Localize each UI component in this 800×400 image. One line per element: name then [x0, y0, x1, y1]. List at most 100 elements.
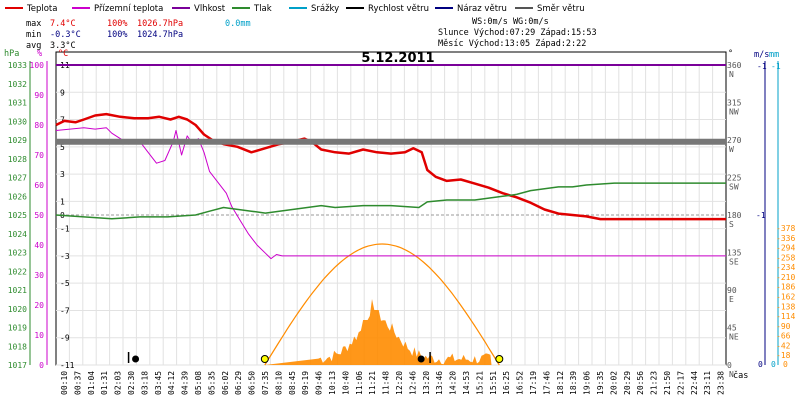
x-tick: 23:11 [703, 371, 712, 395]
x-tick: 10:13 [328, 371, 337, 395]
pressure-tick: 1017 [8, 361, 27, 370]
x-tick: 00:37 [73, 371, 82, 395]
pressure-tick: 1029 [8, 136, 27, 145]
direction-name: E [729, 295, 734, 304]
legend-item-5: Rychlost větru [368, 4, 429, 14]
x-tick: 12:46 [408, 371, 417, 395]
direction-tick: 180 [727, 211, 742, 220]
x-tick: 11:48 [382, 371, 391, 395]
x-tick: 18:39 [569, 371, 578, 395]
pressure-tick: 1033 [8, 61, 27, 70]
stat-rain-max: 0.0mm [225, 19, 251, 29]
x-tick: 13:20 [422, 371, 431, 395]
series-line-3 [55, 182, 726, 220]
legend-item-1: Přízemní teplota [94, 4, 163, 14]
direction-name: NW [729, 108, 739, 117]
wind-axis-label: m/s [754, 50, 769, 60]
direction-name: W [729, 145, 734, 154]
x-tick: 20:02 [609, 371, 618, 395]
stats-panel: max 7.4°C 100% 1026.7hPa 0.0mm min -0.3°C 100% 1… [26, 19, 251, 51]
direction-name: NE [729, 333, 739, 342]
direction-name: N [729, 70, 734, 79]
series-layer [55, 64, 726, 366]
x-tick: 04:12 [167, 371, 176, 395]
x-tick: 09:46 [315, 371, 324, 395]
x-tick: 08:45 [288, 371, 297, 395]
direction-name: N [729, 370, 734, 379]
legend-item-7: Směr větru [537, 4, 585, 14]
solar-tick: -138 [776, 302, 795, 311]
humidity-tick: 90 [34, 91, 44, 100]
rain-tick: 0 [771, 360, 776, 369]
solar-curve [264, 243, 500, 366]
stat-label-min: min [26, 30, 41, 40]
stat-label-max: max [26, 19, 41, 29]
wind-tick: 0 [758, 360, 763, 369]
rain-axis-label: mm [769, 50, 779, 60]
sun-times: Slunce Východ:07:29 Západ:15:53 [438, 28, 597, 38]
x-tick: 17:46 [542, 371, 551, 395]
x-tick: 17:19 [529, 371, 538, 395]
x-tick: 20:29 [623, 371, 632, 395]
temperature-tick: 3 [60, 170, 65, 179]
pressure-tick: 1020 [8, 305, 27, 314]
chart-title: 5.12.2011 [361, 51, 434, 66]
direction-tick: 45 [727, 324, 737, 333]
temperature-tick: -1 [60, 225, 70, 234]
direction-tick: 90 [727, 286, 737, 295]
temperature-tick: 9 [60, 88, 65, 97]
pressure-tick: 1027 [8, 174, 27, 183]
x-tick: 14:53 [462, 371, 471, 395]
pressure-tick: 1028 [8, 155, 27, 164]
stat-temp-max: 7.4°C [50, 19, 76, 29]
pressure-tick: 1021 [8, 286, 27, 295]
moonset-marker [132, 355, 140, 363]
x-tick: 02:03 [114, 371, 123, 395]
x-tick: 13:46 [435, 371, 444, 395]
direction-tick: 135 [727, 249, 742, 258]
x-tick: 05:08 [194, 371, 203, 395]
solar-tick: -210 [776, 273, 795, 282]
pressure-tick: 1030 [8, 117, 27, 126]
x-tick: 04:39 [181, 371, 190, 395]
x-tick: 16:52 [516, 371, 525, 395]
humidity-tick: 60 [34, 181, 44, 190]
x-tick: 19:35 [596, 371, 605, 395]
x-axis-label: čas [733, 370, 748, 381]
wind-tick: -1 [757, 62, 767, 71]
solar-tick: -162 [776, 293, 795, 302]
pressure-axis-label: hPa [4, 49, 19, 59]
legend-item-0: Teplota [26, 4, 57, 14]
x-tick: 03:45 [154, 371, 163, 395]
x-tick: 21:23 [650, 371, 659, 395]
stat-hum-min: 100% [107, 30, 127, 40]
humidity-tick: 100 [30, 61, 45, 70]
legend: Teplota Přízemní teplota Vlhkost Tlak Srážky… [5, 4, 585, 14]
x-tick: 18:12 [556, 371, 565, 395]
stat-label-avg: avg [26, 41, 41, 51]
series-line-1 [55, 127, 726, 260]
pressure-tick: 1026 [8, 192, 27, 201]
astro-panel: WS:0m/s WG:0m/s Slunce Východ:07:29 Zápa… [438, 17, 597, 49]
pressure-tick: 1031 [8, 99, 27, 108]
humidity-tick: 20 [34, 301, 44, 310]
wind-readout: WS:0m/s WG:0m/s [472, 17, 549, 27]
pressure-tick: 1023 [8, 249, 27, 258]
solar-tick: -18 [776, 351, 791, 360]
moon-times: Měsíc Východ:13:05 Západ:2:22 [438, 39, 586, 49]
solar-tick: -186 [776, 283, 795, 292]
x-tick: 22:17 [676, 371, 685, 395]
x-tick: 01:31 [100, 371, 109, 395]
x-tick: 02:30 [127, 371, 136, 395]
humidity-tick: 40 [34, 241, 44, 250]
humidity-axis-label: % [37, 49, 42, 59]
x-tick: 06:50 [248, 371, 257, 395]
x-tick: 15:51 [489, 371, 498, 395]
x-tick: 23:38 [717, 371, 726, 395]
temperature-tick: -3 [60, 252, 70, 261]
solar-tick: -42 [776, 341, 791, 350]
x-tick: 10:40 [341, 371, 350, 395]
solar-tick: -258 [776, 253, 795, 262]
pressure-tick: 1022 [8, 267, 27, 276]
temperature-tick: -5 [60, 279, 70, 288]
